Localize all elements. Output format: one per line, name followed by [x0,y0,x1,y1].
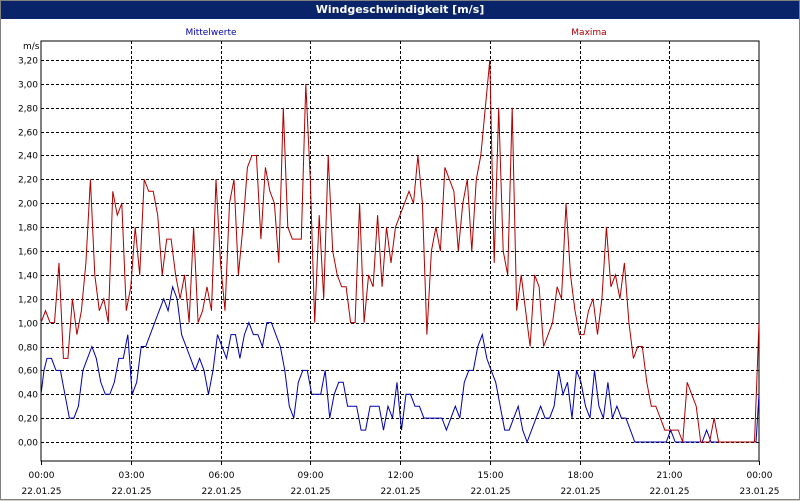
x-tick-time-label: 21:00 [657,471,683,481]
x-tick-date-label: 22.01.25 [201,487,241,497]
y-tick-label: 1,60 [18,248,38,258]
y-tick-label: 0,80 [18,344,38,354]
y-tick-label: 1,20 [18,296,38,306]
y-tick-label: 2,60 [18,129,38,139]
series-line-mittelwerte [40,284,760,444]
x-tick-date-label: 22.01.25 [560,487,600,497]
x-tick-date-label: 22.01.25 [380,487,420,497]
x-tick-time-label: 06:00 [209,471,235,481]
y-tick-label: 0,60 [18,367,38,377]
y-tick-label: 2,80 [18,105,38,115]
y-axis-unit-label: m/s [23,42,40,52]
y-tick-label: 3,20 [18,57,38,67]
y-tick-label: 2,20 [18,176,38,186]
x-tick-date-label: 22.01.25 [290,487,330,497]
x-tick-date-label: 22.01.25 [649,487,689,497]
legend-mittelwerte: Mittelwerte [185,28,236,38]
x-tick-date-label: 23.01.25 [739,487,779,497]
x-tick-date-label: 22.01.25 [21,487,61,497]
x-tick-date-label: 22.01.25 [470,487,510,497]
y-tick-label: 0,00 [18,439,38,449]
x-tick-time-label: 18:00 [568,471,594,481]
x-tick-time-label: 03:00 [119,471,145,481]
y-tick-label: 0,40 [18,391,38,401]
tick-labels: 0,00 0,20 0,40 0,60 0,80 1,00 1,20 1,40 1,60 1,80… [18,57,780,498]
y-tick-label: 1,40 [18,272,38,282]
y-tick-label: 3,00 [18,81,38,91]
y-tick-label: 2,00 [18,200,38,210]
axes [40,40,760,465]
x-tick-time-label: 12:00 [388,471,414,481]
grid [41,41,759,461]
y-tick-label: 1,00 [18,320,38,330]
y-tick-label: 0,20 [18,415,38,425]
chart-title: Windgeschwindigkeit [m/s] [1,1,799,19]
x-tick-time-label: 15:00 [478,471,504,481]
x-tick-time-label: 09:00 [298,471,324,481]
legend-maxima: Maxima [571,28,606,38]
series-lines [40,59,760,444]
y-tick-label: 1,80 [18,224,38,234]
x-tick-date-label: 22.01.25 [111,487,151,497]
x-tick-time-label: 00:00 [29,471,55,481]
y-tick-label: 2,40 [18,152,38,162]
x-tick-time-label: 00:00 [747,471,773,481]
series-line-maxima [40,59,760,443]
